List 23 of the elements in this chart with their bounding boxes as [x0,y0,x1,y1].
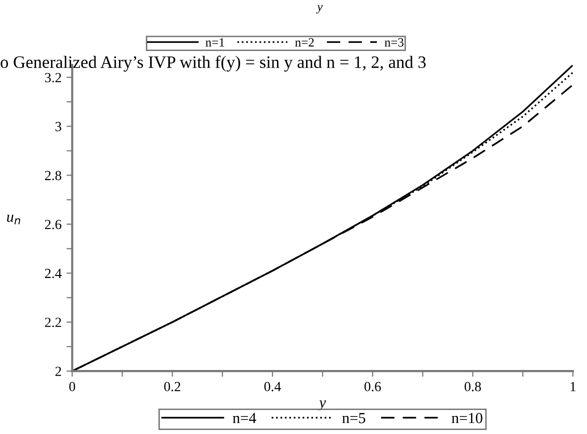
x-tick-label: 0.4 [264,382,281,392]
text: n=2 [295,38,314,46]
legend-label: n=10 [452,412,482,424]
legend-label: n=4 [232,413,256,424]
annotation: o Generalized Airy’s IVP with f(y) = sin y and n = 1, 2, and 3 [0,56,426,72]
x-tick-label: 0.6 [364,382,381,392]
y-tick-label: 3.2 [45,72,62,82]
x-tick-label: 0.2 [164,382,180,392]
text: y [316,5,323,14]
y-tick-label: 2 [55,366,62,376]
y-tick-label: 3 [56,122,62,132]
y-tick-label: 2.6 [45,220,62,230]
y-tick-label: 2.2 [45,318,62,328]
x-tick-label: 1 [570,382,576,392]
legend-label: n=5 [342,413,366,424]
x-tick-label: 0 [69,382,76,392]
text: n=3 [384,38,404,47]
y-tick-label: 2.8 [45,170,62,180]
text: n=1 [206,38,224,46]
x-tick-label: 0.8 [464,382,481,392]
y-tick-label: 2.4 [45,268,62,278]
y-axis-title: u$_{n}$ [7,214,20,224]
x-axis-title: y [318,400,326,411]
